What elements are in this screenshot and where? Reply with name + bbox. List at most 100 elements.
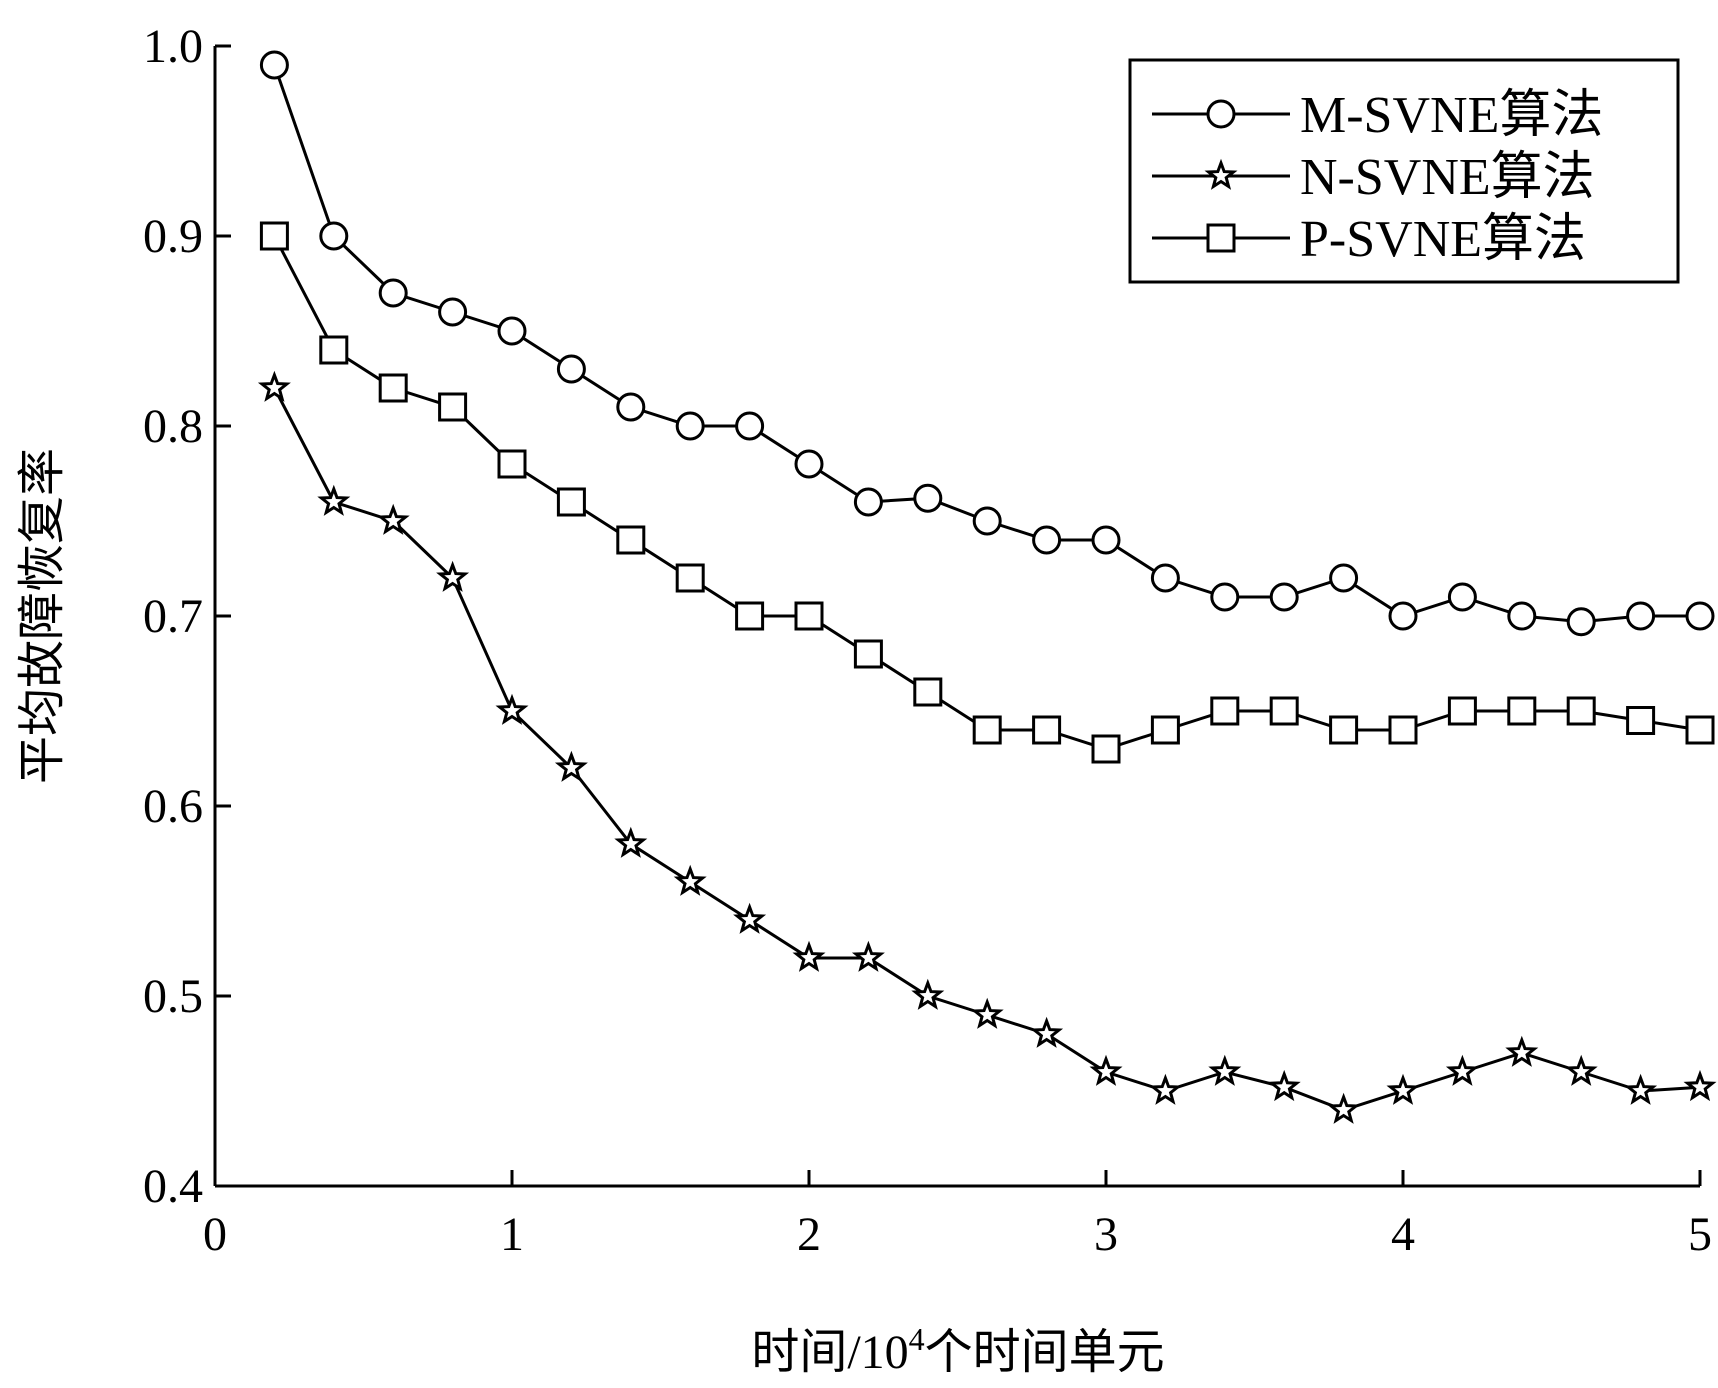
data-point-m-svne xyxy=(1269,582,1299,612)
data-point-p-svne xyxy=(1329,715,1359,745)
data-point-n-svne xyxy=(436,560,470,592)
data-point-p-svne xyxy=(735,601,765,631)
legend-label-p-svne: P-SVNE算法 xyxy=(1300,211,1586,268)
data-point-p-svne xyxy=(1091,734,1121,764)
x-axis-title-exponent: 4 xyxy=(909,1321,925,1357)
data-point-m-svne xyxy=(1626,601,1656,631)
data-point-n-svne xyxy=(1683,1069,1717,1102)
ticks: 0 1 2 3 4 5 0.4 0.5 0.6 0.7 0.8 0.9 1.0 xyxy=(143,20,1712,1261)
data-point-n-svne xyxy=(1445,1054,1479,1086)
data-point-n-svne xyxy=(376,503,410,535)
data-point-n-svne xyxy=(1030,1016,1064,1048)
legend-marker-n-svne xyxy=(1204,158,1238,190)
y-tick-label: 0.7 xyxy=(143,590,203,643)
series-line-p-svne xyxy=(273,235,1701,751)
data-point-m-svne xyxy=(794,449,824,479)
x-tick-label: 4 xyxy=(1391,1208,1415,1261)
data-point-p-svne xyxy=(1626,706,1656,735)
x-tick-label: 1 xyxy=(500,1208,524,1261)
data-point-m-svne xyxy=(1329,563,1359,593)
legend-label-m-svne: M-SVNE算法 xyxy=(1300,87,1603,144)
data-point-n-svne xyxy=(970,997,1004,1029)
data-point-m-svne xyxy=(497,316,527,346)
data-point-p-svne xyxy=(1507,696,1537,726)
data-point-p-svne xyxy=(972,715,1002,745)
data-point-n-svne xyxy=(792,940,826,972)
data-point-n-svne xyxy=(1505,1035,1539,1067)
data-point-m-svne xyxy=(616,392,646,422)
data-point-m-svne xyxy=(319,221,349,251)
data-point-m-svne xyxy=(1566,607,1596,637)
data-point-m-svne xyxy=(735,411,765,441)
data-point-n-svne xyxy=(851,940,885,972)
data-point-m-svne xyxy=(378,278,408,308)
data-point-n-svne xyxy=(1089,1054,1123,1086)
data-point-n-svne xyxy=(1624,1073,1658,1105)
data-point-p-svne xyxy=(1032,715,1062,745)
y-tick-label: 1.0 xyxy=(143,20,203,73)
data-point-m-svne xyxy=(1091,525,1121,555)
data-point-n-svne xyxy=(554,750,588,782)
y-tick-label: 0.6 xyxy=(143,780,203,833)
data-point-p-svne xyxy=(319,335,349,365)
data-point-m-svne xyxy=(1507,601,1537,631)
x-axis-title-main: 时间/10 xyxy=(751,1326,908,1379)
series-m-svne xyxy=(259,50,1715,637)
data-point-n-svne xyxy=(1208,1054,1242,1086)
x-tick-label: 5 xyxy=(1688,1208,1712,1261)
data-point-p-svne xyxy=(853,639,883,669)
data-point-p-svne xyxy=(1150,715,1180,745)
data-point-m-svne xyxy=(556,354,586,384)
data-point-n-svne xyxy=(911,978,945,1010)
data-point-m-svne xyxy=(1685,601,1715,631)
series-n-svne xyxy=(257,370,1717,1124)
data-point-p-svne xyxy=(794,601,824,631)
data-point-p-svne xyxy=(1388,715,1418,745)
y-tick-label: 0.8 xyxy=(143,400,203,453)
data-point-p-svne xyxy=(259,221,289,251)
data-point-m-svne xyxy=(1447,582,1477,612)
y-tick-label: 0.5 xyxy=(143,970,203,1023)
data-point-p-svne xyxy=(1685,715,1715,745)
data-point-p-svne xyxy=(438,392,468,422)
x-axis-title: 时间/104个时间单元 xyxy=(751,1321,1164,1379)
data-point-p-svne xyxy=(1447,696,1477,726)
data-point-n-svne xyxy=(1327,1092,1361,1124)
data-point-m-svne xyxy=(1150,563,1180,593)
x-axis-title-suffix: 个时间单元 xyxy=(925,1326,1165,1379)
data-point-m-svne xyxy=(1210,582,1240,612)
data-point-p-svne xyxy=(378,373,408,403)
data-point-n-svne xyxy=(317,484,351,516)
data-point-p-svne xyxy=(616,525,646,555)
data-point-n-svne xyxy=(1386,1073,1420,1105)
x-tick-label: 0 xyxy=(203,1208,227,1261)
data-point-n-svne xyxy=(1148,1073,1182,1105)
data-point-p-svne xyxy=(1210,696,1240,726)
data-point-n-svne xyxy=(257,370,291,402)
legend-marker-m-svne xyxy=(1206,99,1236,129)
series-p-svne xyxy=(259,221,1715,764)
data-point-p-svne xyxy=(1566,696,1596,726)
data-point-m-svne xyxy=(913,483,943,513)
data-point-n-svne xyxy=(1267,1069,1301,1102)
data-point-p-svne xyxy=(497,449,527,479)
x-tick-label: 2 xyxy=(797,1208,821,1261)
data-point-m-svne xyxy=(259,50,289,80)
data-point-m-svne xyxy=(1032,525,1062,555)
data-point-n-svne xyxy=(673,864,707,896)
legend-label-n-svne: N-SVNE算法 xyxy=(1300,149,1595,206)
data-point-p-svne xyxy=(675,563,705,593)
x-tick-label: 3 xyxy=(1094,1208,1118,1261)
data-point-m-svne xyxy=(438,297,468,327)
legend-marker-p-svne xyxy=(1206,223,1236,253)
data-point-p-svne xyxy=(1269,696,1299,726)
data-point-n-svne xyxy=(733,902,767,934)
data-point-n-svne xyxy=(614,826,648,858)
data-point-n-svne xyxy=(1564,1054,1598,1086)
data-point-m-svne xyxy=(972,506,1002,536)
data-point-m-svne xyxy=(675,411,705,441)
y-axis-title: 平均故障恢复率 xyxy=(16,448,69,784)
data-point-p-svne xyxy=(556,487,586,517)
data-point-m-svne xyxy=(853,487,883,517)
